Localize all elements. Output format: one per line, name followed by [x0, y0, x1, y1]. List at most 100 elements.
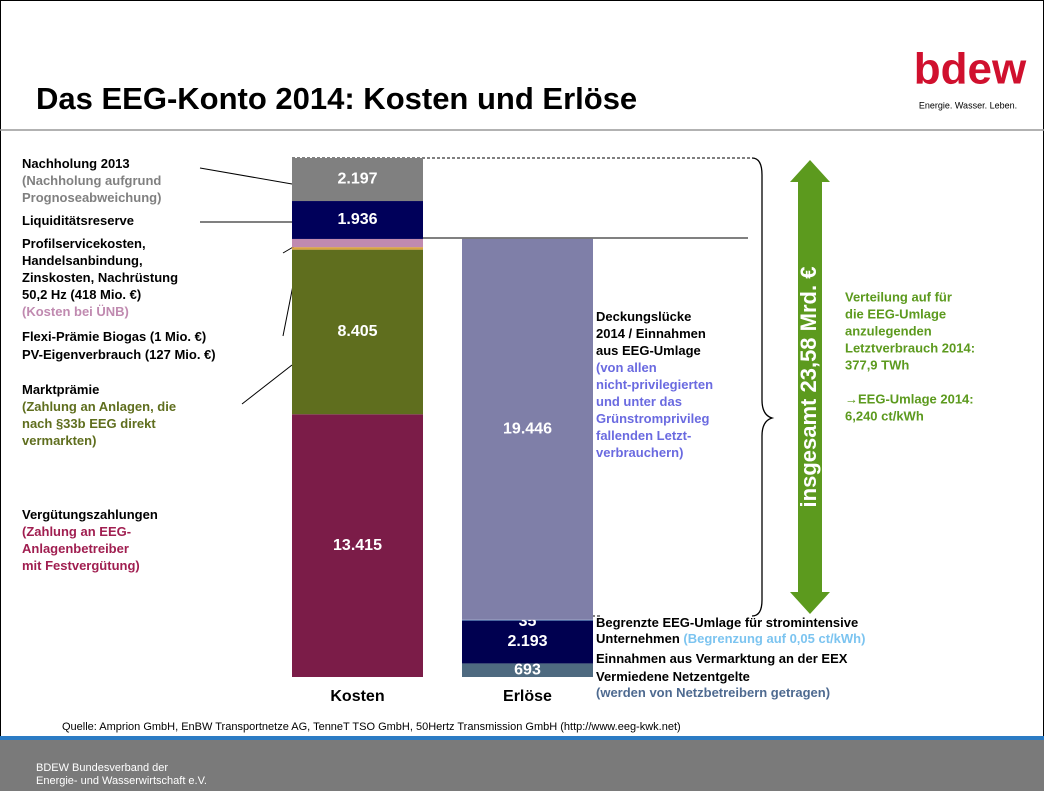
footer-strip	[0, 736, 1044, 740]
annotation-span: (Zahlung an EEG-	[22, 524, 131, 539]
annotation-line: nicht-privilegierten	[596, 377, 713, 392]
annotation-line: Zinskosten, Nachrüstung	[22, 270, 178, 285]
annotation-line: Handelsanbindung,	[22, 253, 143, 268]
annotation-line: PV-Eigenverbrauch (127 Mio. €)	[22, 347, 216, 362]
annotation-line: Prognoseabweichung)	[22, 190, 161, 205]
bar-segment	[462, 238, 593, 620]
annotation-span: (Begrenzung auf 0,05 ct/kWh)	[683, 631, 865, 646]
bar-segment	[292, 414, 423, 677]
annotation-line: (werden von Netzbetreibern getragen)	[596, 685, 830, 700]
annotation-span: und unter das	[596, 394, 682, 409]
annotation-line: Liquiditätsreserve	[22, 213, 134, 228]
logo-brand: bdew	[914, 45, 1027, 94]
annotation-span: Unternehmen	[596, 631, 683, 646]
annotation-span: Flexi-Prämie Biogas (1 Mio. €)	[22, 329, 206, 344]
side-note-line: Verteilung auf für	[845, 289, 952, 304]
annotation-span: Handelsanbindung,	[22, 253, 143, 268]
annotation-line: Vermiedene Netzentgelte	[596, 669, 750, 684]
annotation-line: Flexi-Prämie Biogas (1 Mio. €)	[22, 329, 206, 344]
footer-band	[0, 740, 1044, 791]
category-label: Kosten	[330, 688, 384, 705]
annotation-span: Prognoseabweichung)	[22, 190, 161, 205]
annotation-span: (Kosten bei ÜNB)	[22, 304, 129, 319]
annotation-line: Unternehmen (Begrenzung auf 0,05 ct/kWh)	[596, 631, 865, 646]
side-note-line: 6,240 ct/kWh	[845, 408, 924, 423]
side-note-line: 377,9 TWh	[845, 357, 909, 372]
annotation-span: Marktprämie	[22, 382, 99, 397]
slide-title: Das EEG-Konto 2014: Kosten und Erlöse	[36, 81, 637, 116]
annotation-line: (Zahlung an Anlagen, die	[22, 399, 176, 414]
annotation-line: Marktprämie	[22, 382, 99, 397]
annotation-span: nicht-privilegierten	[596, 377, 713, 392]
annotation-span: Nachholung 2013	[22, 156, 130, 171]
annotation-span: Profilservicekosten,	[22, 236, 146, 251]
annotation-span: Grünstromprivileg	[596, 411, 709, 426]
annotation-span: mit Festvergütung)	[22, 558, 140, 573]
value-label: 2.197	[337, 171, 377, 188]
annotation-line: fallenden Letzt-	[596, 428, 691, 443]
annotation-line: Grünstromprivileg	[596, 411, 709, 426]
annotation-line: mit Festvergütung)	[22, 558, 140, 573]
annotation-line: Vergütungszahlungen	[22, 507, 158, 522]
bar-segment	[292, 249, 423, 415]
bar-segment	[462, 619, 593, 621]
annotation-line: und unter das	[596, 394, 682, 409]
side-note-line: →EEG-Umlage 2014:	[845, 391, 974, 406]
brace	[751, 157, 775, 617]
bar-segment	[292, 158, 423, 202]
side-note-line: anzulegenden	[845, 323, 932, 338]
leader-line	[241, 364, 293, 405]
annotation-line: aus EEG-Umlage	[596, 343, 701, 358]
annotation-span: fallenden Letzt-	[596, 428, 691, 443]
annotation-line: (Kosten bei ÜNB)	[22, 304, 129, 319]
annotation-line: 2014 / Einnahmen	[596, 326, 706, 341]
annotation-span: Vermiedene Netzentgelte	[596, 669, 750, 684]
footer-line: Energie- und Wasserwirtschaft e.V.	[36, 775, 207, 787]
value-label: 693	[514, 661, 541, 678]
bar-segment	[292, 201, 423, 239]
annotation-span: 2014 / Einnahmen	[596, 326, 706, 341]
total-arrow	[790, 160, 830, 614]
annotation-span: Begrenzte EEG-Umlage für stromintensive	[596, 615, 858, 630]
annotation-span: (von allen	[596, 360, 657, 375]
annotation-span: PV-Eigenverbrauch (127 Mio. €)	[22, 347, 216, 362]
annotation-span: Deckungslücke	[596, 309, 691, 324]
annotation-line: (Nachholung aufgrund	[22, 173, 161, 188]
category-label: Erlöse	[503, 688, 552, 705]
annotation-span: vermarkten)	[22, 433, 96, 448]
annotation-line: Anlagenbetreiber	[22, 541, 129, 556]
annotation-span: Vergütungszahlungen	[22, 507, 158, 522]
annotation-line: (von allen	[596, 360, 657, 375]
annotation-line: 50,2 Hz (418 Mio. €)	[22, 287, 141, 302]
annotation-line: Profilservicekosten,	[22, 236, 146, 251]
logo-slogan: Energie. Wasser. Leben.	[919, 100, 1017, 110]
annotation-line: Einnahmen aus Vermarktung an der EEX	[596, 651, 848, 666]
bar-segment	[292, 238, 423, 248]
annotation-span: Liquiditätsreserve	[22, 213, 134, 228]
source: Quelle: Amprion GmbH, EnBW Transportnetz…	[62, 721, 681, 733]
bar-segment	[292, 247, 423, 250]
value-label: 2.193	[507, 633, 547, 650]
annotation-line: vermarkten)	[22, 433, 96, 448]
annotation-span: verbrauchern)	[596, 445, 683, 460]
bar-segment	[462, 663, 593, 677]
side-note-line: Letztverbrauch 2014:	[845, 340, 975, 355]
bar-segment	[462, 620, 593, 664]
annotation-line: Deckungslücke	[596, 309, 691, 324]
annotation-span: (Zahlung an Anlagen, die	[22, 399, 176, 414]
value-label: 19.446	[503, 421, 552, 438]
annotation-line: nach §33b EEG direkt	[22, 416, 156, 431]
value-label: 13.415	[333, 537, 382, 554]
total-label: insgesamt 23,58 Mrd. €	[796, 267, 821, 508]
footer-line: BDEW Bundesverband der	[36, 762, 168, 774]
value-label: 1.936	[337, 211, 377, 228]
annotation-line: Begrenzte EEG-Umlage für stromintensive	[596, 615, 858, 630]
leader-line	[199, 167, 293, 185]
annotation-span: (Nachholung aufgrund	[22, 173, 161, 188]
annotation-line: verbrauchern)	[596, 445, 683, 460]
annotation-span: aus EEG-Umlage	[596, 343, 701, 358]
side-note-line: die EEG-Umlage	[845, 306, 946, 321]
annotation-line: Nachholung 2013	[22, 156, 130, 171]
annotation-line: (Zahlung an EEG-	[22, 524, 131, 539]
